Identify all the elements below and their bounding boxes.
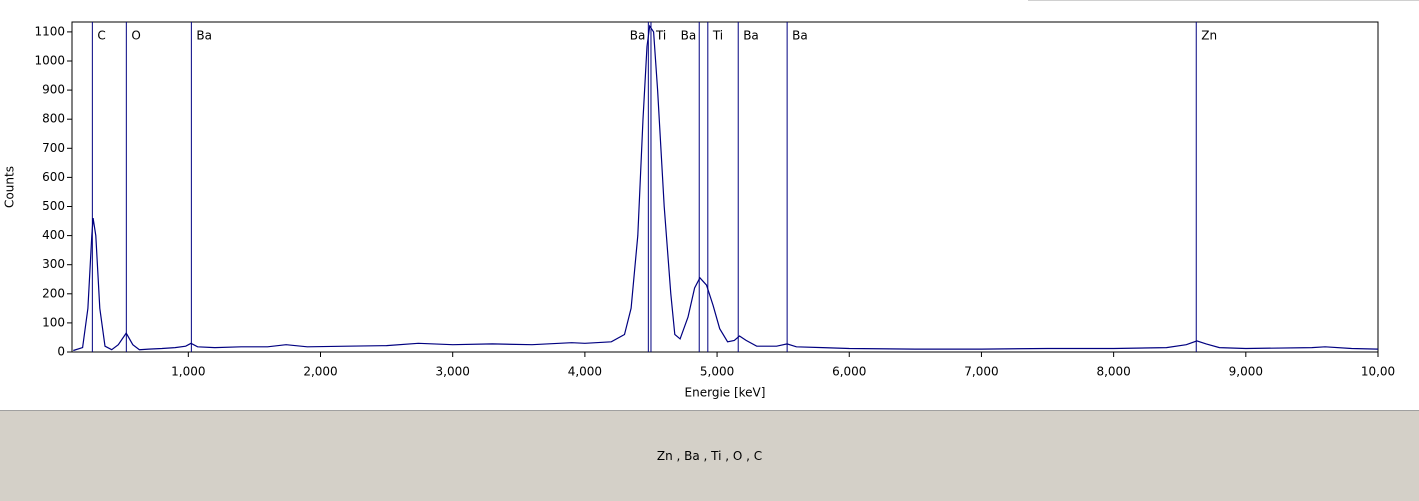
y-tick-label: 800 [42,112,65,126]
element-label: Ba [681,29,697,43]
x-tick-label: 2,000 [303,365,337,379]
y-tick-label: 400 [42,228,65,242]
chart: Counts Energie [keV] 0 100 200 300 400 500 600… [3,0,1419,400]
x-tick-label: 9,000 [1229,365,1263,379]
element-label: Ba [630,29,646,43]
x-axis-label: Energie [keV] [685,386,766,400]
x-tick-label: 1,000 [171,365,205,379]
element-label: Ti [655,29,666,43]
element-label: Zn [1201,29,1217,43]
y-tick-label: 0 [57,345,65,359]
y-tick-label: 300 [42,257,65,271]
x-tick-label: 8,000 [1096,365,1130,379]
y-axis-label: Counts [3,166,17,208]
y-tick-label: 1100 [34,24,65,38]
y-tick-label: 600 [42,170,65,184]
element-label: Ti [712,29,723,43]
y-tick-label: 500 [42,199,65,213]
x-tick-label: 4,000 [568,365,602,379]
plot-frame [71,21,1379,353]
y-tick-label: 700 [42,141,65,155]
element-label: C [97,29,105,43]
y-tick-label: 100 [42,315,65,329]
x-tick-label: 5,000 [700,365,734,379]
element-label: Ba [743,29,759,43]
y-tick-label: 200 [42,286,65,300]
y-tick-label: 900 [42,83,65,97]
y-tick-label: 1000 [34,53,65,67]
x-tick-label: 6,000 [832,365,866,379]
element-label: Ba [196,29,212,43]
x-tick-label: 3,000 [436,365,470,379]
x-tick-label: 7,000 [964,365,998,379]
x-tick-label: 10,00 [1361,365,1395,379]
element-list: Zn , Ba , Ti , O , C [0,410,1419,501]
element-label: O [131,29,140,43]
spectrum-line [73,24,1379,352]
element-label: Ba [792,29,808,43]
